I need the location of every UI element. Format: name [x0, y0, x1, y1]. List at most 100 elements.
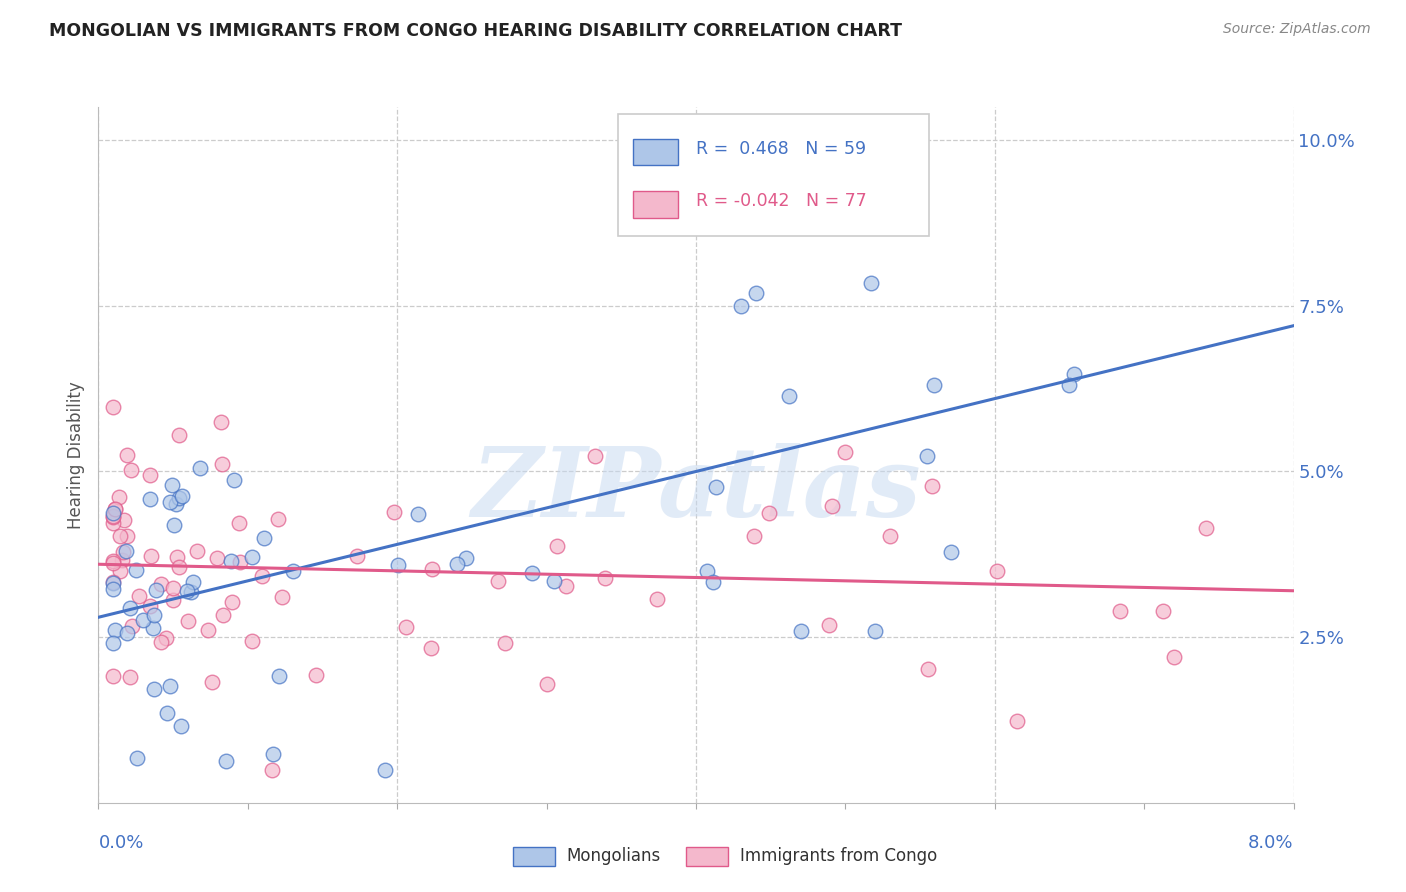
- Point: [212, 607, 235, 622]
- FancyBboxPatch shape: [619, 114, 929, 235]
- Point: [593, 571, 616, 585]
- Point: [240, 549, 263, 564]
- Point: [645, 591, 668, 606]
- Point: [1152, 604, 1174, 618]
- Point: [142, 621, 165, 635]
- Text: Source: ZipAtlas.com: Source: ZipAtlas.com: [1223, 22, 1371, 37]
- Point: [108, 529, 131, 543]
- Point: [860, 277, 883, 291]
- Point: [382, 505, 405, 519]
- Point: [554, 578, 576, 592]
- Point: [149, 576, 172, 591]
- Point: [818, 617, 841, 632]
- Point: [704, 480, 727, 494]
- Point: [139, 549, 162, 564]
- Point: [103, 508, 125, 523]
- Point: [103, 554, 125, 568]
- Point: [986, 564, 1008, 578]
- Point: [149, 634, 172, 648]
- Point: [456, 551, 478, 566]
- Point: [188, 461, 211, 475]
- Point: [908, 212, 931, 227]
- Point: [304, 668, 326, 682]
- Point: [117, 449, 139, 463]
- Point: [536, 676, 558, 690]
- Point: [103, 506, 125, 520]
- Point: [183, 574, 205, 589]
- Point: [420, 640, 443, 655]
- Point: [1109, 604, 1132, 618]
- Point: [834, 444, 856, 458]
- Point: [209, 415, 232, 429]
- Point: [180, 585, 202, 599]
- Point: [924, 378, 946, 392]
- Point: [115, 529, 138, 543]
- Point: [159, 495, 181, 509]
- Point: [142, 608, 165, 623]
- Point: [145, 582, 167, 597]
- Point: [160, 477, 183, 491]
- Point: [730, 299, 752, 313]
- Point: [103, 575, 125, 590]
- Point: [197, 623, 219, 637]
- Point: [921, 479, 943, 493]
- Point: [112, 513, 135, 527]
- Point: [186, 543, 208, 558]
- Point: [408, 507, 430, 521]
- Point: [915, 449, 938, 463]
- Text: R =  0.468   N = 59: R = 0.468 N = 59: [696, 140, 866, 158]
- Point: [170, 719, 193, 733]
- Point: [110, 553, 132, 567]
- Point: [778, 389, 800, 403]
- Text: ZIPatlas: ZIPatlas: [471, 442, 921, 537]
- Text: R = -0.042   N = 77: R = -0.042 N = 77: [696, 192, 866, 210]
- Point: [420, 562, 443, 576]
- Point: [262, 763, 284, 777]
- Point: [207, 551, 229, 566]
- Point: [104, 623, 127, 637]
- Point: [163, 517, 186, 532]
- Point: [114, 544, 136, 558]
- Point: [103, 510, 125, 524]
- Point: [211, 458, 233, 472]
- Point: [374, 763, 396, 777]
- Point: [107, 490, 129, 504]
- Point: [103, 400, 125, 414]
- Point: [228, 516, 250, 530]
- FancyBboxPatch shape: [633, 139, 678, 166]
- Point: [583, 449, 606, 463]
- Y-axis label: Hearing Disability: Hearing Disability: [67, 381, 86, 529]
- Point: [176, 614, 198, 628]
- Point: [262, 747, 284, 762]
- Point: [103, 516, 125, 530]
- Point: [139, 467, 162, 482]
- Point: [169, 428, 191, 442]
- Point: [132, 613, 155, 627]
- Point: [742, 528, 765, 542]
- Point: [219, 554, 242, 568]
- Point: [215, 754, 238, 768]
- Point: [201, 674, 224, 689]
- Point: [162, 581, 184, 595]
- Point: [128, 589, 150, 603]
- Point: [758, 506, 780, 520]
- Point: [267, 512, 290, 526]
- Text: 8.0%: 8.0%: [1249, 834, 1294, 852]
- Point: [167, 559, 190, 574]
- Point: [270, 590, 292, 604]
- Point: [394, 620, 416, 634]
- Point: [281, 565, 304, 579]
- Point: [165, 497, 187, 511]
- Point: [159, 679, 181, 693]
- Point: [789, 624, 811, 638]
- Point: [229, 555, 252, 569]
- Point: [170, 490, 193, 504]
- Text: Immigrants from Congo: Immigrants from Congo: [740, 847, 936, 865]
- Point: [143, 681, 166, 696]
- Text: Mongolians: Mongolians: [567, 847, 661, 865]
- Point: [121, 618, 143, 632]
- Point: [162, 593, 184, 607]
- Point: [103, 669, 125, 683]
- Point: [1163, 650, 1185, 665]
- Point: [103, 575, 125, 590]
